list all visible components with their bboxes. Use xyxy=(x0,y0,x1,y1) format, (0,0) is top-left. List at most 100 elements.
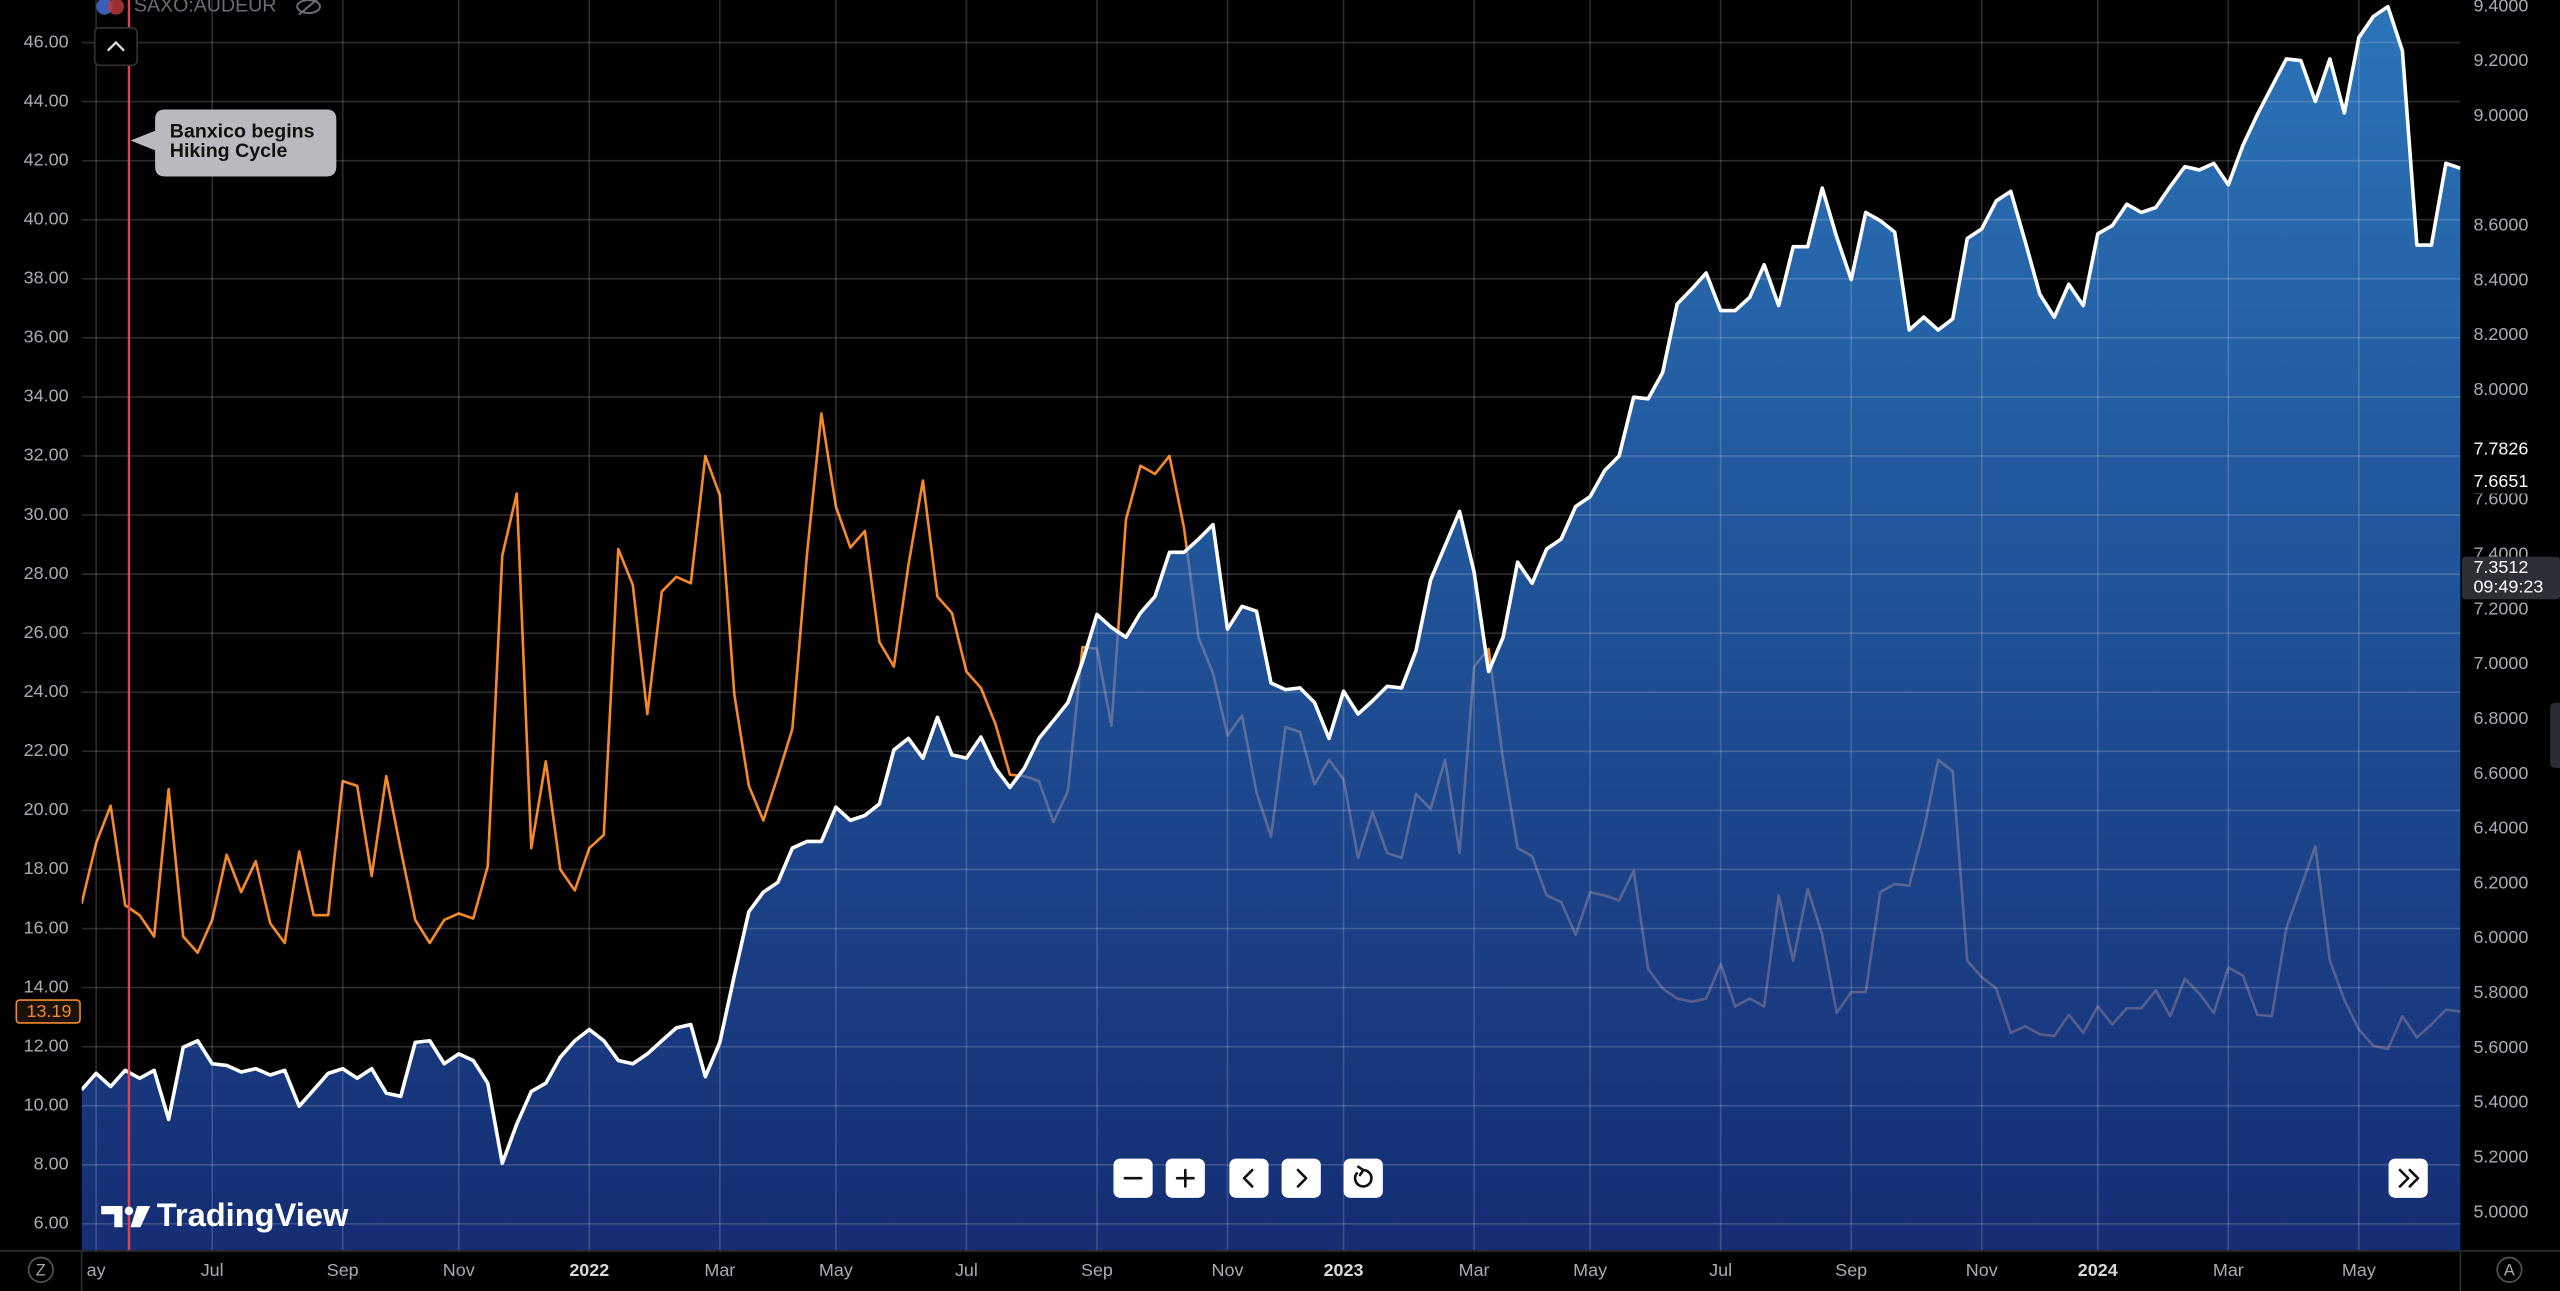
logo-text: TradingView xyxy=(157,1196,349,1233)
collapse-button[interactable] xyxy=(93,26,138,67)
x-tick-label: Jul xyxy=(955,1260,978,1280)
callout-box xyxy=(130,109,337,177)
y-tick-label: 12.00 xyxy=(24,1035,69,1055)
x-tick-label: Sep xyxy=(1081,1260,1113,1280)
scale-toggle-left[interactable]: Z xyxy=(27,1256,54,1283)
y2-tick-label: 5.2000 xyxy=(2473,1147,2528,1167)
price-label-box xyxy=(2462,556,2560,600)
toggle-circle[interactable] xyxy=(2496,1256,2523,1283)
y-tick-label: 18.00 xyxy=(24,858,69,878)
price-label-box xyxy=(15,999,81,1024)
x-tick-label: 2022 xyxy=(569,1260,609,1280)
x-tick-label: May xyxy=(2342,1260,2376,1280)
reset-button[interactable] xyxy=(1343,1158,1383,1198)
y2-tick-label: 6.8000 xyxy=(2473,708,2528,728)
y-tick-label: 26.00 xyxy=(24,622,69,642)
y-tick-label: 40.00 xyxy=(24,208,69,228)
y-tick-label: 28.00 xyxy=(24,563,69,583)
x-tick-label: Nov xyxy=(1966,1260,1998,1280)
price-label: 7.7826 xyxy=(2473,439,2528,459)
button-frame[interactable] xyxy=(93,26,138,67)
x-tick-label: Sep xyxy=(1835,1260,1867,1280)
x-tick-label: Sep xyxy=(327,1260,359,1280)
logo-icon xyxy=(124,1206,134,1216)
nav-buttons[interactable] xyxy=(1113,1158,1383,1198)
y-tick-label: 16.00 xyxy=(24,917,69,937)
scale-toggle-right[interactable]: A xyxy=(2496,1256,2523,1283)
y2-tick-label: 9.0000 xyxy=(2473,105,2528,125)
y2-tick-label: 8.2000 xyxy=(2473,324,2528,344)
y-tick-label: 20.00 xyxy=(24,799,69,819)
y2-tick-label: 5.4000 xyxy=(2473,1092,2528,1112)
y-tick-label: 30.00 xyxy=(24,504,69,524)
y2-tick-label: 5.0000 xyxy=(2473,1201,2528,1221)
y-tick-label: 8.00 xyxy=(34,1154,69,1174)
toggle-label: Z xyxy=(36,1262,46,1280)
x-tick-label: 2023 xyxy=(1324,1260,1364,1280)
x-tick-label: May xyxy=(1573,1260,1607,1280)
scroll-right-button[interactable] xyxy=(1281,1158,1321,1198)
y2-tick-label: 9.4000 xyxy=(2473,0,2528,15)
zoom-out-button[interactable] xyxy=(1113,1158,1153,1198)
y2-tick-label: 8.4000 xyxy=(2473,269,2528,289)
event-callout: Banxico begins Hiking Cycle xyxy=(130,109,337,177)
price-label: 7.3512 xyxy=(2473,557,2528,577)
y-tick-label: 36.00 xyxy=(24,327,69,347)
price-label-box xyxy=(2462,470,2560,494)
x-tick-label: Nov xyxy=(1212,1260,1244,1280)
y2-tick-label: 6.2000 xyxy=(2473,872,2528,892)
toggle-label: A xyxy=(2504,1262,2515,1280)
x-tick-label: Jul xyxy=(201,1260,224,1280)
x-tick-label: Mar xyxy=(704,1260,735,1280)
x-tick-label: Nov xyxy=(443,1260,475,1280)
scroll-to-realtime-button[interactable] xyxy=(2388,1158,2428,1198)
x-tick-label: May xyxy=(819,1260,853,1280)
callout-line: Banxico begins xyxy=(170,121,315,143)
y-tick-label: 6.00 xyxy=(34,1213,69,1233)
y2-tick-label: 5.6000 xyxy=(2473,1037,2528,1057)
x-tick-label: Jul xyxy=(1709,1260,1732,1280)
scroll-left-button[interactable] xyxy=(1229,1158,1269,1198)
plot-area xyxy=(81,0,2461,1251)
logo-icon xyxy=(130,1206,151,1228)
y2-tick-label: 8.6000 xyxy=(2473,215,2528,235)
y2-tick-label: 6.6000 xyxy=(2473,763,2528,783)
logo: TradingView xyxy=(101,1196,349,1233)
chevron-up xyxy=(106,40,125,52)
symbol-header: SAXO:AUDEUR xyxy=(96,0,321,17)
y2-tick-label: 6.0000 xyxy=(2473,927,2528,947)
x-tick-label: Mar xyxy=(1459,1260,1490,1280)
y-tick-label: 44.00 xyxy=(24,90,69,110)
flag-icon xyxy=(107,0,125,15)
y-tick-label: 34.00 xyxy=(24,386,69,406)
y-tick-label: 10.00 xyxy=(24,1094,69,1114)
y-tick-label: 46.00 xyxy=(24,31,69,51)
y2-tick-label: 9.2000 xyxy=(2473,50,2528,70)
side-panel-tab[interactable] xyxy=(2550,702,2560,769)
x-tick-label: ay xyxy=(87,1260,106,1280)
hide-icon[interactable] xyxy=(296,0,321,16)
y-tick-label: 42.00 xyxy=(24,149,69,169)
countdown-label: 09:49:23 xyxy=(2473,576,2543,596)
zoom-in-button[interactable] xyxy=(1165,1158,1205,1198)
y-tick-label: 22.00 xyxy=(24,740,69,760)
y-tick-label: 14.00 xyxy=(24,976,69,996)
price-label: 7.6651 xyxy=(2473,471,2528,491)
y2-tick-label: 7.6000 xyxy=(2473,489,2528,509)
x-tick-label: Mar xyxy=(2213,1260,2244,1280)
y-tick-label: 24.00 xyxy=(24,681,69,701)
logo-icon xyxy=(101,1206,123,1228)
y-tick-label: 32.00 xyxy=(24,445,69,465)
series-area xyxy=(81,6,2461,1251)
toggle-circle[interactable] xyxy=(27,1256,54,1283)
y2-tick-label: 7.0000 xyxy=(2473,653,2528,673)
price-label: 13.19 xyxy=(27,1001,72,1021)
y2-tick-label: 8.0000 xyxy=(2473,379,2528,399)
callout-line: Hiking Cycle xyxy=(170,140,288,162)
x-tick-label: 2024 xyxy=(2078,1260,2118,1280)
y-tick-label: 38.00 xyxy=(24,268,69,288)
price-label-box xyxy=(2462,438,2560,462)
